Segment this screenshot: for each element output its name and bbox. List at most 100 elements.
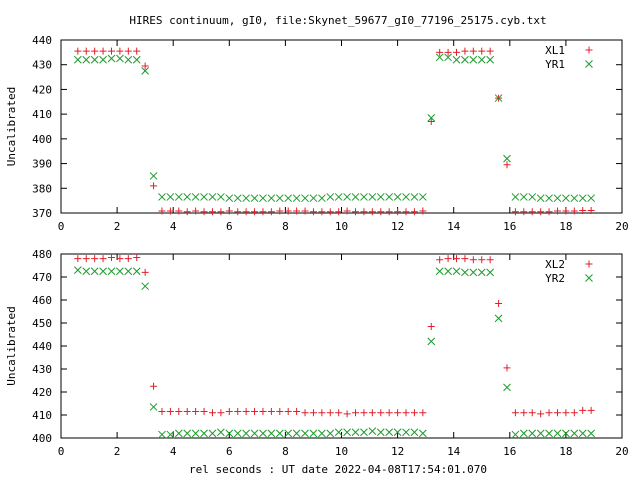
panel-2-yr2-point xyxy=(284,429,293,438)
panel-1-yr1-point xyxy=(141,67,150,75)
panel-1-y-tick-label: 430 xyxy=(32,59,52,72)
panel-2-xl2-point xyxy=(495,299,503,307)
panel-2-yr2-point xyxy=(326,429,335,438)
panel-2-x-tick-label: 2 xyxy=(114,445,121,458)
panel-1-xl1-point xyxy=(528,208,536,216)
panel-2: 0 2 4 6 8 10 12 14 16 18 20 400 410 420 430 440 450 460 47… xyxy=(5,248,629,458)
panel-1-xl1-point xyxy=(166,207,174,215)
panel-1-yr1-point xyxy=(275,194,284,203)
panel-2-x-tick-label: 10 xyxy=(335,445,348,458)
panel-2-legend-label: XL2 xyxy=(545,258,565,271)
panel-2-xl2-point xyxy=(469,256,477,264)
panel-2-xl2-point xyxy=(419,409,427,417)
panel-1-xl1-point xyxy=(301,207,309,215)
panel-1-xl1-point xyxy=(453,48,461,56)
panel-1-yr1-point xyxy=(402,193,410,201)
panel-2-xl2-point xyxy=(486,256,494,264)
panel-2-xl2-point xyxy=(91,255,99,263)
panel-1-yr1-point xyxy=(267,194,276,203)
panel-2-yr2-point xyxy=(469,268,478,277)
panel-2-xl2-point xyxy=(158,408,166,416)
panel-2-yr2-point xyxy=(444,267,452,276)
panel-2-series-yr2 xyxy=(73,266,595,439)
panel-1-xl1-point xyxy=(360,208,368,216)
panel-1-yr1-point xyxy=(292,194,301,203)
panel-1-xl1-point xyxy=(124,47,132,55)
panel-2-yr2-point xyxy=(578,429,587,438)
panel-1-yr1-point xyxy=(519,193,528,201)
panel-2-xl2-point xyxy=(175,408,183,416)
panel-1-xl1-point xyxy=(99,47,107,55)
panel-2-xl2-point xyxy=(82,255,90,263)
panel-2-yr2-point xyxy=(360,428,368,437)
panel-2-xl2-point xyxy=(402,409,410,417)
panel-1-x-tick-label: 14 xyxy=(447,220,461,233)
panel-2-y-axis-label: Uncalibrated xyxy=(5,306,18,385)
panel-2-xl2-point xyxy=(309,409,317,417)
panel-2-yr2-point xyxy=(410,428,419,437)
panel-2-xl2-point xyxy=(528,409,536,417)
panel-2-xl2-point xyxy=(335,409,343,417)
panel-1-yr1-point xyxy=(418,193,427,201)
panel-1-xl1-point xyxy=(116,47,124,55)
panel-1-xl1-point xyxy=(293,207,301,215)
panel-2-yr2-point xyxy=(183,429,192,438)
panel-1-legend-marker xyxy=(585,46,593,54)
panel-1-xl1-point xyxy=(158,207,166,215)
panel-2-xl2-point xyxy=(225,408,233,416)
panel-1-xl1-point xyxy=(520,208,528,216)
panel-1-yr1-point xyxy=(82,55,91,64)
panel-2-y-tick-label: 410 xyxy=(32,409,52,422)
panel-2-y-tick-label: 400 xyxy=(32,432,52,445)
panel-2-xl2-point xyxy=(394,409,402,417)
panel-1-y-tick-label: 380 xyxy=(32,182,52,195)
panel-1-yr1-point xyxy=(469,55,478,64)
panel-2-yr2-point xyxy=(503,383,511,392)
panel-2-xl2-point xyxy=(234,408,242,416)
panel-2-yr2-point xyxy=(242,429,250,438)
panel-1-yr1-point xyxy=(334,193,343,201)
panel-1-yr1-point xyxy=(124,55,133,64)
panel-2-xl2-point xyxy=(192,408,200,416)
panel-1-x-tick-label: 10 xyxy=(335,220,348,233)
panel-1-yr1-point xyxy=(107,54,116,63)
panel-1-xl1-point xyxy=(562,207,570,215)
panel-2-yr2-point xyxy=(149,403,158,411)
panel-1-yr1-point xyxy=(208,193,217,201)
panel-2-xl2-point xyxy=(360,409,368,417)
panel-2-yr2-point xyxy=(309,429,318,438)
panel-2-yr2-point xyxy=(519,429,528,438)
panel-2-yr2-point xyxy=(528,429,537,438)
panel-2-yr2-point xyxy=(427,337,436,346)
panel-1-xl1-point xyxy=(200,208,208,216)
panel-1-xl1-point xyxy=(91,47,99,55)
panel-2-yr2-point xyxy=(99,267,107,276)
panel-2-xl2-point xyxy=(267,408,275,416)
panel-2-yr2-point xyxy=(536,429,545,438)
panel-1-xl1-point xyxy=(309,208,317,216)
panel-2-yr2-point xyxy=(200,429,208,438)
panel-2-xl2-point xyxy=(453,255,461,263)
panel-2-xl2-point xyxy=(385,409,393,417)
panel-1-series-yr1 xyxy=(73,53,595,203)
panel-2-xl2-point xyxy=(553,409,561,417)
panel-1-xl1-point xyxy=(284,207,292,215)
panel-2-yr2-point xyxy=(334,428,343,437)
panel-2-x-tick-label: 18 xyxy=(559,445,572,458)
panel-2-xl2-point xyxy=(377,409,385,417)
panel-1-x-tick-label: 12 xyxy=(391,220,404,233)
panel-1-yr1-point xyxy=(511,193,520,201)
panel-2-xl2-point xyxy=(293,408,301,416)
panel-1-xl1-point xyxy=(503,161,511,169)
panel-1-yr1-point xyxy=(309,194,318,203)
panel-1-y-tick-label: 440 xyxy=(32,34,52,47)
panel-2-xl2-point xyxy=(259,408,267,416)
panel-1-xl1-point xyxy=(107,47,115,55)
panel-2-x-tick-label: 14 xyxy=(447,445,461,458)
panel-1-yr1-point xyxy=(99,55,107,64)
panel-2-x-tick-label: 16 xyxy=(503,445,516,458)
panel-2-xl2-point xyxy=(116,255,124,263)
panel-2-xl2-point xyxy=(318,409,326,417)
panel-2-yr2-point xyxy=(158,430,166,439)
